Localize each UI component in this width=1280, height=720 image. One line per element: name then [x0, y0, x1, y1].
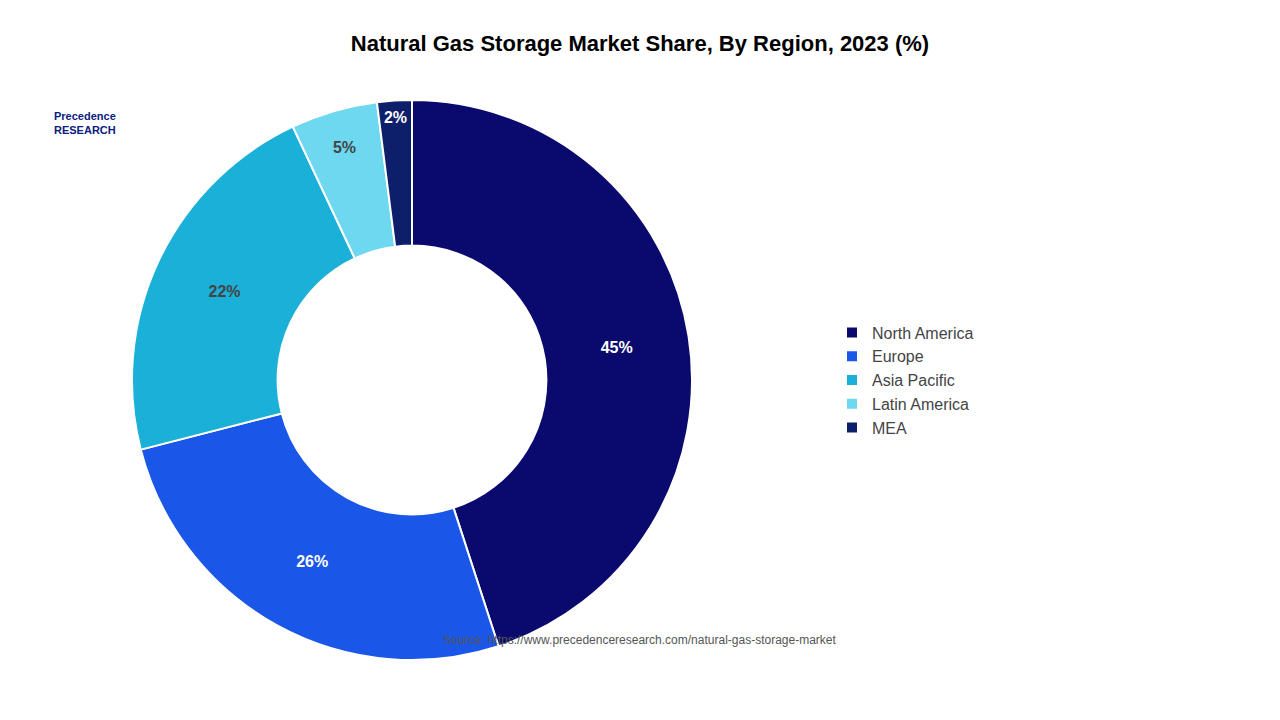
svg-text:Asia Pacific: Asia Pacific	[872, 372, 955, 389]
svg-text:Latin America: Latin America	[872, 396, 969, 413]
svg-text:26%: 26%	[296, 553, 328, 570]
svg-text:5%: 5%	[333, 139, 356, 156]
svg-text:45%: 45%	[601, 339, 633, 356]
svg-text:Europe: Europe	[872, 348, 924, 365]
svg-text:PrecedenceRESEARCH: PrecedenceRESEARCH	[54, 110, 116, 136]
svg-text:Natural Gas Storage Market Sha: Natural Gas Storage Market Share, By Reg…	[351, 31, 929, 56]
svg-text:MEA: MEA	[872, 420, 907, 437]
svg-text:Source: https://www.precedence: Source: https://www.precedenceresearch.c…	[443, 633, 837, 647]
svg-text:22%: 22%	[209, 283, 241, 300]
svg-text:North America: North America	[872, 325, 973, 342]
svg-text:2%: 2%	[384, 109, 407, 126]
